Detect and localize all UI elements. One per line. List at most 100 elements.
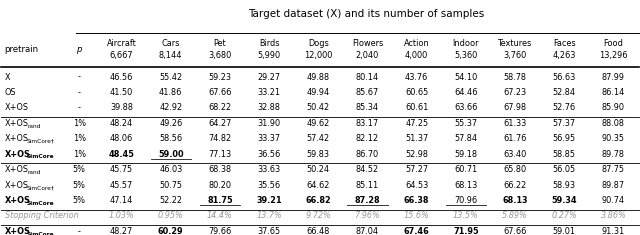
Text: 2,040: 2,040 [356, 51, 379, 60]
Text: Birds: Birds [259, 39, 279, 48]
Text: 90.35: 90.35 [602, 134, 625, 143]
Text: rand: rand [27, 170, 40, 175]
Text: 3.86%: 3.86% [600, 212, 627, 220]
Text: 89.78: 89.78 [602, 150, 625, 159]
Text: 49.88: 49.88 [307, 73, 330, 82]
Text: Pet: Pet [214, 39, 227, 48]
Text: 60.29: 60.29 [158, 227, 184, 235]
Text: SimCore: SimCore [27, 154, 54, 160]
Text: 13,296: 13,296 [599, 51, 628, 60]
Text: 90.74: 90.74 [602, 196, 625, 205]
Text: 83.17: 83.17 [356, 119, 379, 128]
Text: 67.66: 67.66 [208, 88, 232, 97]
Text: OS: OS [4, 88, 16, 97]
Text: 5,990: 5,990 [257, 51, 281, 60]
Text: 52.84: 52.84 [552, 88, 576, 97]
Text: 68.13: 68.13 [454, 181, 477, 190]
Text: 55.42: 55.42 [159, 73, 182, 82]
Text: X+OS: X+OS [4, 119, 29, 128]
Text: 33.63: 33.63 [257, 165, 281, 174]
Text: 63.66: 63.66 [454, 103, 477, 112]
Text: 41.86: 41.86 [159, 88, 182, 97]
Text: 74.82: 74.82 [209, 134, 232, 143]
Text: 81.75: 81.75 [207, 196, 233, 205]
Text: 85.90: 85.90 [602, 103, 625, 112]
Text: Textures: Textures [498, 39, 532, 48]
Text: 70.96: 70.96 [454, 196, 477, 205]
Text: 48.24: 48.24 [110, 119, 133, 128]
Text: 48.45: 48.45 [109, 150, 134, 159]
Text: 45.75: 45.75 [110, 165, 133, 174]
Text: 61.76: 61.76 [503, 134, 527, 143]
Text: 4,263: 4,263 [552, 51, 576, 60]
Text: 0.95%: 0.95% [158, 212, 184, 220]
Text: 4,000: 4,000 [405, 51, 428, 60]
Text: 71.95: 71.95 [453, 227, 479, 235]
Text: 56.63: 56.63 [552, 73, 576, 82]
Text: Target dataset (X) and its number of samples: Target dataset (X) and its number of sam… [248, 9, 484, 19]
Text: 1.03%: 1.03% [109, 212, 134, 220]
Text: -: - [77, 227, 81, 235]
Text: 43.76: 43.76 [405, 73, 428, 82]
Text: Action: Action [404, 39, 429, 48]
Text: 59.83: 59.83 [307, 150, 330, 159]
Text: 91.31: 91.31 [602, 227, 625, 235]
Text: 48.27: 48.27 [110, 227, 133, 235]
Text: 56.05: 56.05 [552, 165, 576, 174]
Text: 39.21: 39.21 [257, 196, 282, 205]
Text: 8,144: 8,144 [159, 51, 182, 60]
Text: Flowers: Flowers [352, 39, 383, 48]
Text: 50.75: 50.75 [159, 181, 182, 190]
Text: 80.14: 80.14 [356, 73, 379, 82]
Text: 58.78: 58.78 [504, 73, 527, 82]
Text: 82.12: 82.12 [356, 134, 379, 143]
Text: 35.56: 35.56 [257, 181, 281, 190]
Text: 67.66: 67.66 [503, 227, 527, 235]
Text: 59.00: 59.00 [158, 150, 184, 159]
Text: 42.92: 42.92 [159, 103, 182, 112]
Text: 77.13: 77.13 [209, 150, 232, 159]
Text: 39.88: 39.88 [110, 103, 133, 112]
Text: 0.27%: 0.27% [551, 212, 577, 220]
Text: p: p [76, 45, 82, 54]
Text: -: - [77, 88, 81, 97]
Text: 64.53: 64.53 [405, 181, 428, 190]
Text: 85.11: 85.11 [356, 181, 379, 190]
Text: X: X [4, 73, 10, 82]
Text: 60.61: 60.61 [405, 103, 428, 112]
Text: 7.96%: 7.96% [355, 212, 380, 220]
Text: Aircraft: Aircraft [107, 39, 136, 48]
Text: 32.88: 32.88 [258, 103, 280, 112]
Text: 57.27: 57.27 [405, 165, 428, 174]
Text: 66.22: 66.22 [504, 181, 527, 190]
Text: 80.20: 80.20 [209, 181, 232, 190]
Text: 49.26: 49.26 [159, 119, 182, 128]
Text: X+OS: X+OS [4, 181, 29, 190]
Text: 61.33: 61.33 [504, 119, 527, 128]
Text: 64.62: 64.62 [307, 181, 330, 190]
Text: 56.95: 56.95 [552, 134, 576, 143]
Text: 5%: 5% [72, 165, 86, 174]
Text: 51.37: 51.37 [405, 134, 428, 143]
Text: 68.13: 68.13 [502, 196, 528, 205]
Text: 1%: 1% [72, 150, 86, 159]
Text: 6,667: 6,667 [110, 51, 133, 60]
Text: 47.25: 47.25 [405, 119, 428, 128]
Text: 68.38: 68.38 [209, 165, 232, 174]
Text: 14.4%: 14.4% [207, 212, 233, 220]
Text: 87.28: 87.28 [355, 196, 380, 205]
Text: 5,360: 5,360 [454, 51, 477, 60]
Text: 49.62: 49.62 [307, 119, 330, 128]
Text: 87.99: 87.99 [602, 73, 625, 82]
Text: 36.56: 36.56 [257, 150, 281, 159]
Text: 57.37: 57.37 [553, 119, 576, 128]
Text: 57.42: 57.42 [307, 134, 330, 143]
Text: 68.22: 68.22 [209, 103, 232, 112]
Text: Cars: Cars [161, 39, 180, 48]
Text: Dogs: Dogs [308, 39, 329, 48]
Text: X+OS: X+OS [4, 196, 31, 205]
Text: 67.46: 67.46 [404, 227, 429, 235]
Text: 5%: 5% [72, 196, 86, 205]
Text: 84.52: 84.52 [356, 165, 379, 174]
Text: 15.6%: 15.6% [404, 212, 429, 220]
